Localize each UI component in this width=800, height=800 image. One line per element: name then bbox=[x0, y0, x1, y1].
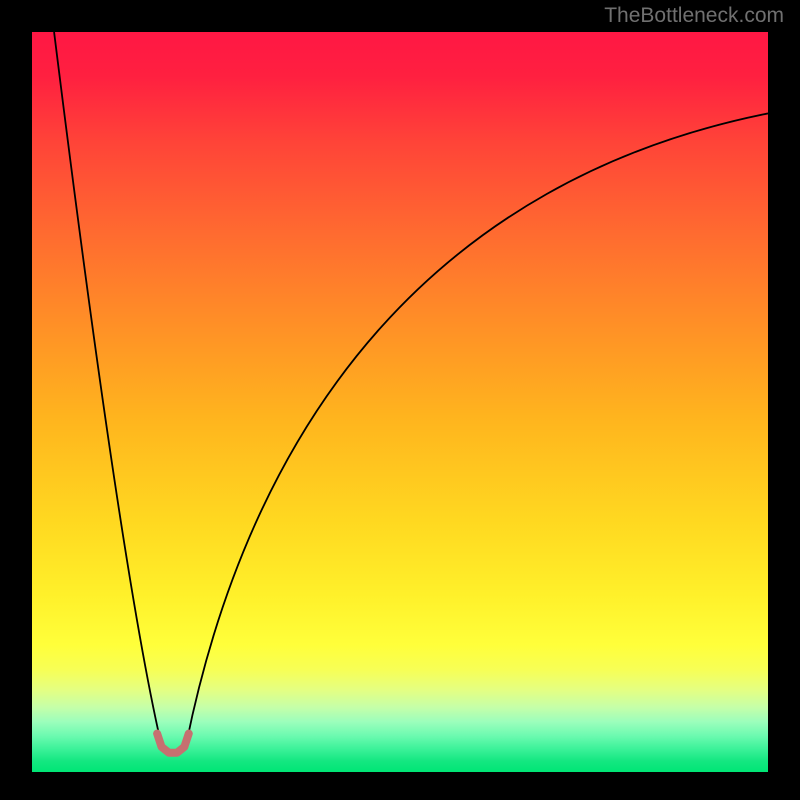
chart-container: TheBottleneck.com bbox=[0, 0, 800, 800]
watermark-text: TheBottleneck.com bbox=[604, 4, 784, 28]
plot-area bbox=[32, 32, 768, 772]
curve-overlay bbox=[32, 32, 768, 772]
